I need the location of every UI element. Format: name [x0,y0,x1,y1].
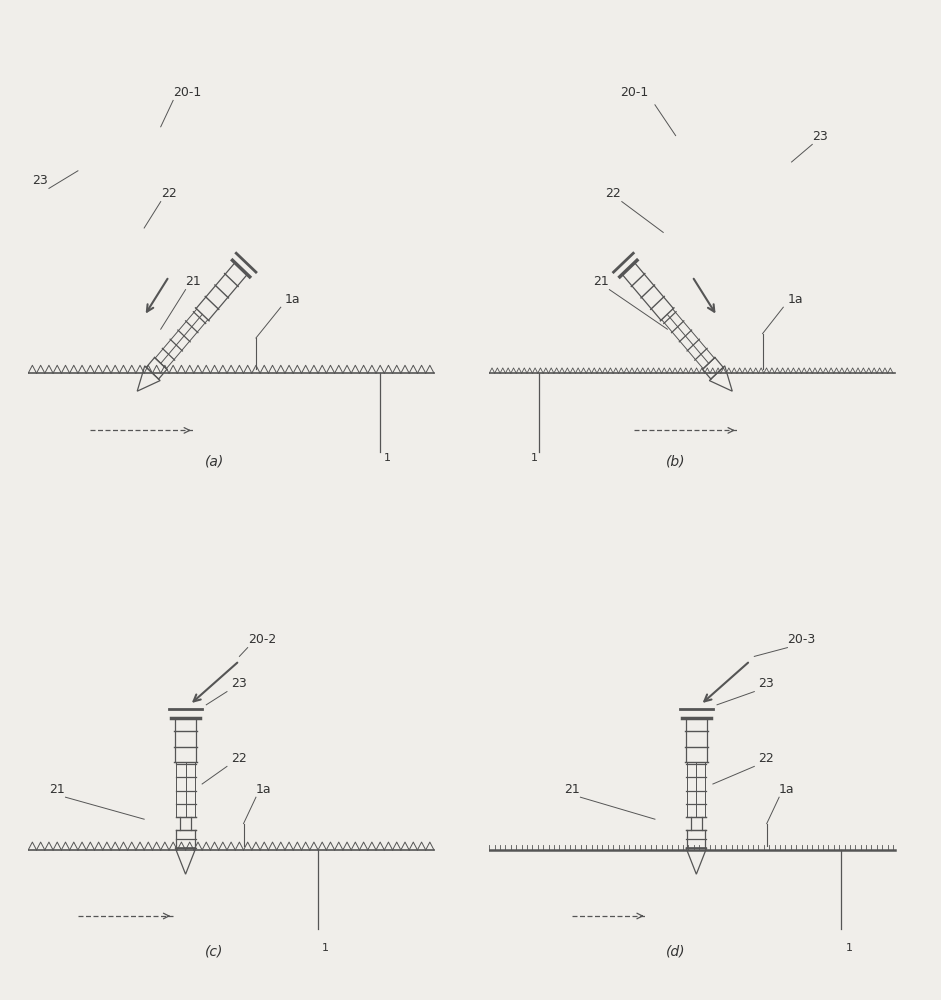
Text: (c): (c) [205,945,224,959]
Text: 20-1: 20-1 [173,86,201,99]
Text: 1a: 1a [779,783,795,796]
Text: 22: 22 [605,187,621,200]
Text: 23: 23 [32,174,48,187]
Text: 23: 23 [812,130,828,143]
Text: 21: 21 [564,783,580,796]
Text: 21: 21 [49,783,65,796]
Text: (a): (a) [205,455,224,469]
Text: 1a: 1a [256,783,272,796]
Text: 20-1: 20-1 [620,86,648,99]
Text: 23: 23 [758,677,774,690]
Text: (d): (d) [666,945,685,959]
Text: 1: 1 [322,943,329,953]
Text: 23: 23 [231,677,247,690]
Text: 20-2: 20-2 [247,633,276,646]
Text: (b): (b) [666,455,685,469]
Text: 22: 22 [161,187,177,200]
Text: 1a: 1a [788,293,803,306]
Text: 1a: 1a [285,293,300,306]
Text: 21: 21 [593,275,609,288]
Text: 22: 22 [231,752,247,765]
Text: 1: 1 [531,453,537,463]
Text: 1: 1 [845,943,853,953]
Text: 21: 21 [185,275,201,288]
Text: 22: 22 [758,752,774,765]
Text: 1: 1 [384,453,391,463]
Text: 20-3: 20-3 [788,633,816,646]
